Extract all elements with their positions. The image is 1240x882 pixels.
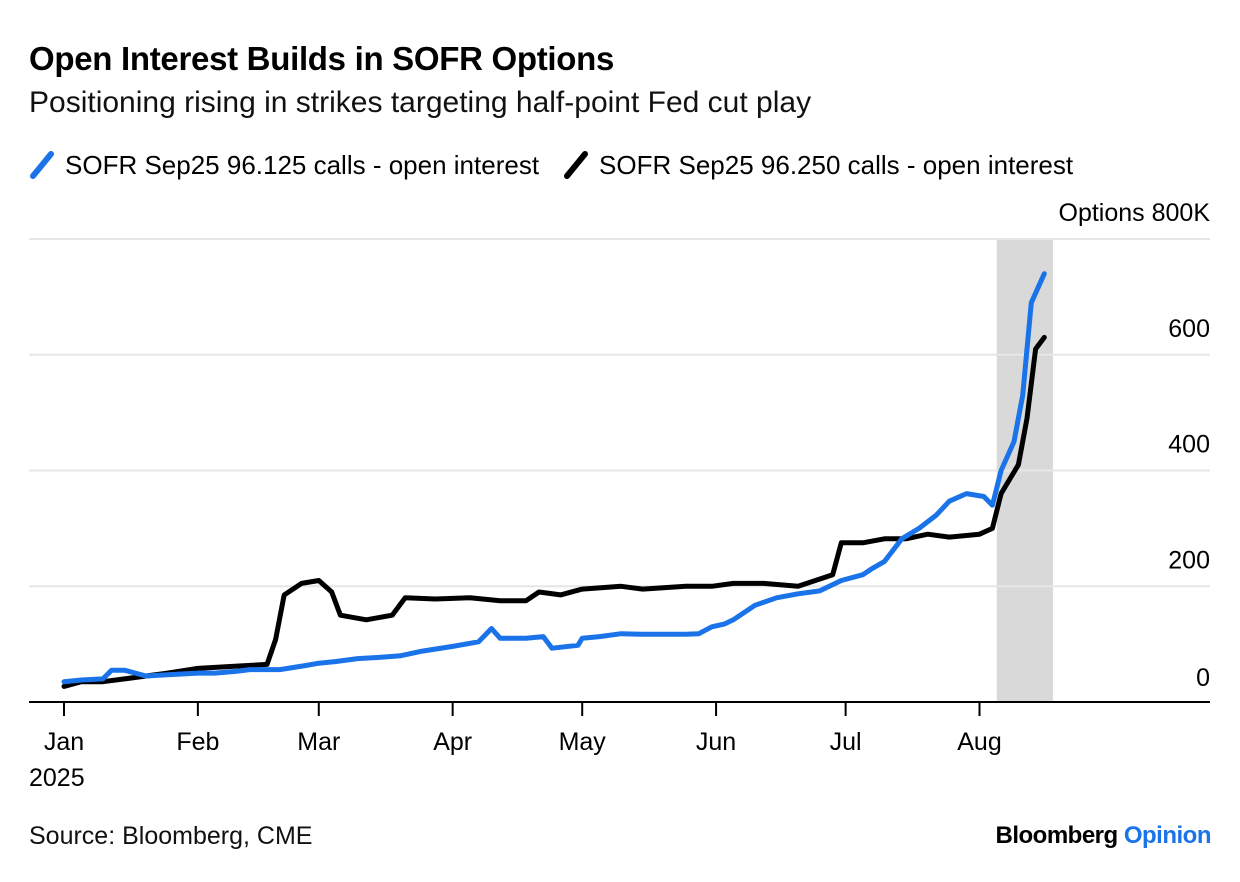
x-tick-label-0: Jan <box>44 728 84 756</box>
brand-logo: Bloomberg Opinion <box>996 822 1212 850</box>
x-tick-label-4: May <box>559 728 607 756</box>
x-tick-label-1: Feb <box>176 728 219 756</box>
y-tick-label-3: 600 <box>1168 315 1210 343</box>
source-note: Source: Bloomberg, CME <box>29 822 313 850</box>
x-tick-label-2: Mar <box>297 728 340 756</box>
legend-item-series2: SOFR Sep25 96.250 calls - open interest <box>563 150 1073 181</box>
x-tick-label-5: Jun <box>696 728 736 756</box>
legend-label-series1: SOFR Sep25 96.125 calls - open interest <box>65 149 540 180</box>
brand-name: Bloomberg <box>995 822 1119 849</box>
chart-subtitle: Positioning rising in strikes targeting … <box>29 86 812 119</box>
legend: SOFR Sep25 96.125 calls - open interest … <box>29 148 1097 182</box>
x-tick-label-7: Aug <box>957 728 1001 756</box>
y-tick-label-4: Options 800K <box>1059 199 1211 227</box>
y-tick-label-1: 200 <box>1168 546 1210 574</box>
series-lines <box>61 271 1047 689</box>
legend-label-series2: SOFR Sep25 96.250 calls - open interest <box>599 149 1074 180</box>
y-tick-label-2: 400 <box>1168 431 1210 459</box>
axes: 0 200 400 600 Options 800K Jan Feb Mar Apr May Jun… <box>29 199 1210 792</box>
legend-swatch-series1 <box>30 151 54 179</box>
legend-item-series1: SOFR Sep25 96.125 calls - open interest <box>29 150 539 181</box>
x-tick-sublabel: 2025 <box>29 764 85 792</box>
legend-swatch-series2 <box>564 151 589 179</box>
chart-title: Open Interest Builds in SOFR Options <box>29 40 615 77</box>
series-line-2 <box>61 334 1047 689</box>
x-tick-label-3: Apr <box>433 728 472 756</box>
x-tick-label-6: Jul <box>830 728 862 756</box>
series-line-1 <box>61 271 1047 685</box>
y-tick-label-0: 0 <box>1196 664 1210 692</box>
brand-suffix: Opinion <box>1123 822 1212 849</box>
